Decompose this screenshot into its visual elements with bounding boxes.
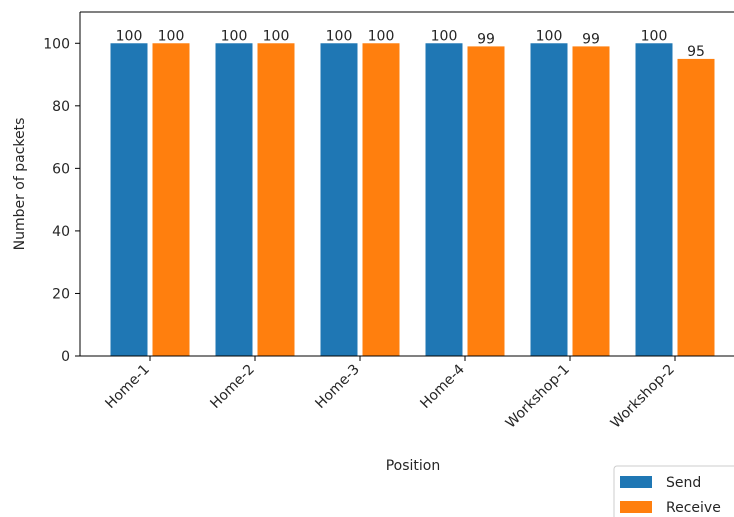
bar-value-label: 95 (687, 44, 705, 60)
bar-send-home-3 (320, 43, 358, 356)
x-axis-label: Position (386, 458, 441, 474)
bar-send-workshop-2 (635, 43, 673, 356)
x-ticks: Home-1 Home-2 Home-3 Home-4 Workshop-1 Worksh… (102, 356, 678, 432)
bar-value-label: 99 (582, 31, 600, 47)
bar-value-label: 100 (536, 28, 563, 44)
x-tick-label: Workshop-1 (503, 362, 573, 432)
bar-receive-workshop-1 (572, 46, 610, 357)
bar-send-workshop-1 (530, 43, 568, 356)
bar-receive-home-3 (362, 43, 400, 356)
bar-receive-home-1 (152, 43, 190, 356)
bar-send-home-1 (110, 43, 148, 356)
legend-label-receive: Receive (666, 500, 721, 516)
bar-send-home-2 (215, 43, 253, 356)
x-tick-label: Workshop-2 (608, 362, 678, 432)
bar-receive-home-4 (467, 46, 505, 357)
bar-value-labels: 100 100 100 100 100 100 100 99 100 99 100 95 (116, 28, 705, 60)
bar-value-label: 100 (368, 28, 395, 44)
bars-layer (110, 43, 715, 357)
legend-label-send: Send (666, 475, 701, 491)
bar-value-label: 100 (221, 28, 248, 44)
x-tick-label: Home-4 (417, 361, 467, 411)
axes (79, 11, 734, 357)
legend-swatch-send (620, 476, 652, 488)
x-tick-label: Home-1 (102, 362, 152, 412)
bar-value-label: 99 (477, 31, 495, 47)
x-tick-label: Home-2 (207, 362, 257, 412)
bar-value-label: 100 (116, 28, 143, 44)
y-tick-label: 40 (52, 224, 70, 240)
legend-swatch-receive (620, 501, 652, 513)
bar-value-label: 100 (641, 28, 668, 44)
y-tick-label: 60 (52, 161, 70, 177)
y-tick-label: 20 (52, 286, 70, 302)
bar-receive-home-2 (257, 43, 295, 356)
bar-value-label: 100 (263, 28, 290, 44)
y-tick-label: 100 (43, 36, 70, 52)
y-axis-label: Number of packets (12, 118, 28, 251)
bar-value-label: 100 (431, 28, 458, 44)
legend: Send Receive (613, 465, 734, 517)
x-tick-label: Home-3 (312, 362, 362, 412)
y-tick-label: 0 (61, 349, 70, 365)
bar-send-home-4 (425, 43, 463, 356)
y-tick-label: 80 (52, 99, 70, 115)
y-ticks: 0 20 40 60 80 100 (43, 36, 80, 365)
bar-value-label: 100 (158, 28, 185, 44)
bar-receive-workshop-2 (677, 58, 715, 357)
bar-value-label: 100 (326, 28, 353, 44)
